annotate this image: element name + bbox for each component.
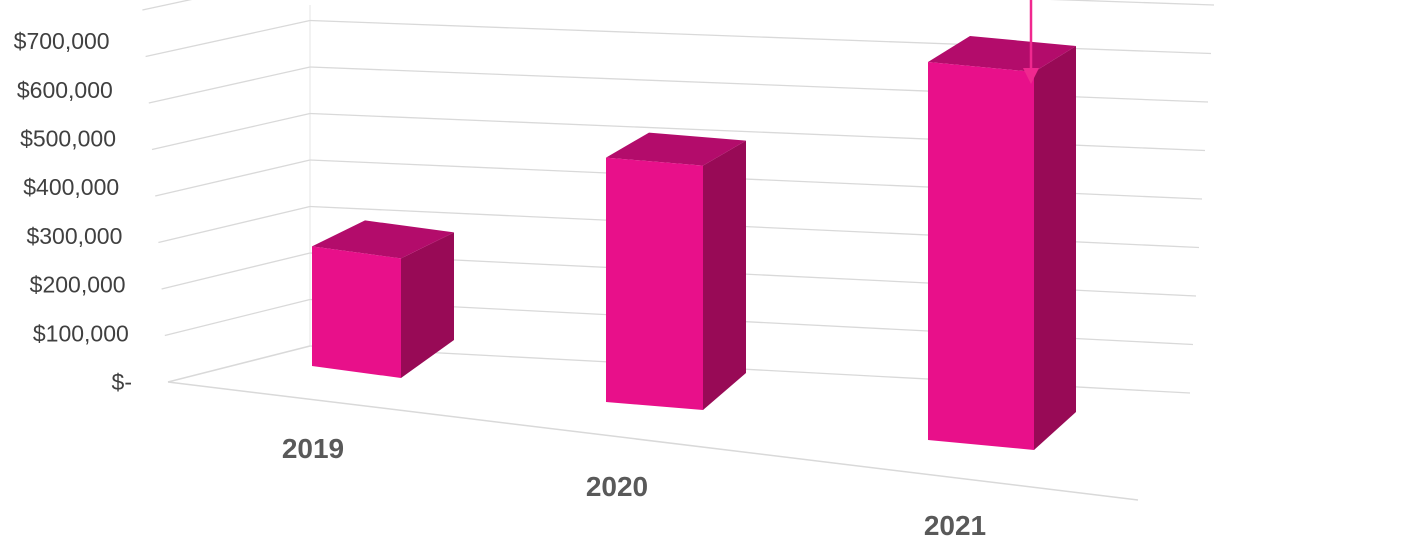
y-tick-label: $500,000 bbox=[20, 126, 116, 152]
gridline-side bbox=[151, 112, 311, 151]
y-tick-label: $600,000 bbox=[17, 77, 113, 103]
y-tick-label: $200,000 bbox=[30, 272, 126, 298]
gridline-side bbox=[142, 0, 193, 11]
bar-side bbox=[1034, 46, 1076, 450]
gridline-side bbox=[164, 298, 311, 337]
floor-front-edge bbox=[167, 381, 1139, 501]
gridline-back bbox=[1049, 0, 1215, 6]
bar-top bbox=[928, 36, 1076, 72]
gridline-side bbox=[145, 19, 311, 58]
x-tick-label: 2021 bbox=[924, 510, 986, 541]
bar-top bbox=[606, 132, 746, 166]
gridline-side bbox=[155, 159, 311, 197]
y-tick-label: $- bbox=[112, 369, 132, 395]
bar-front bbox=[312, 246, 401, 378]
bars bbox=[312, 36, 1076, 450]
arrow-head-icon bbox=[1023, 68, 1039, 84]
gridline-side bbox=[158, 205, 311, 244]
annotation-arrow bbox=[1023, 0, 1039, 84]
bar-front bbox=[928, 62, 1034, 450]
gridline-side bbox=[161, 252, 311, 290]
y-axis-ticks: $- $100,000 $200,000 $300,000 $400,000 $500,0… bbox=[14, 28, 132, 395]
bar-2020 bbox=[606, 132, 746, 410]
floor-left-edge bbox=[167, 345, 311, 383]
bar-2019 bbox=[312, 220, 454, 378]
y-tick-label: $100,000 bbox=[33, 320, 129, 346]
bar-side bbox=[703, 140, 746, 410]
y-tick-label: $300,000 bbox=[26, 223, 122, 249]
bar-side bbox=[401, 232, 454, 378]
y-tick-label: $700,000 bbox=[14, 28, 110, 54]
bar-front bbox=[606, 157, 703, 410]
x-axis-labels: 2019 2020 2021 bbox=[282, 433, 986, 541]
bar-2021 bbox=[928, 36, 1076, 450]
x-tick-label: 2019 bbox=[282, 433, 344, 464]
y-tick-label: $400,000 bbox=[23, 174, 119, 200]
bar-top bbox=[312, 220, 454, 259]
x-tick-label: 2020 bbox=[586, 471, 648, 502]
gridline-side bbox=[148, 66, 311, 104]
